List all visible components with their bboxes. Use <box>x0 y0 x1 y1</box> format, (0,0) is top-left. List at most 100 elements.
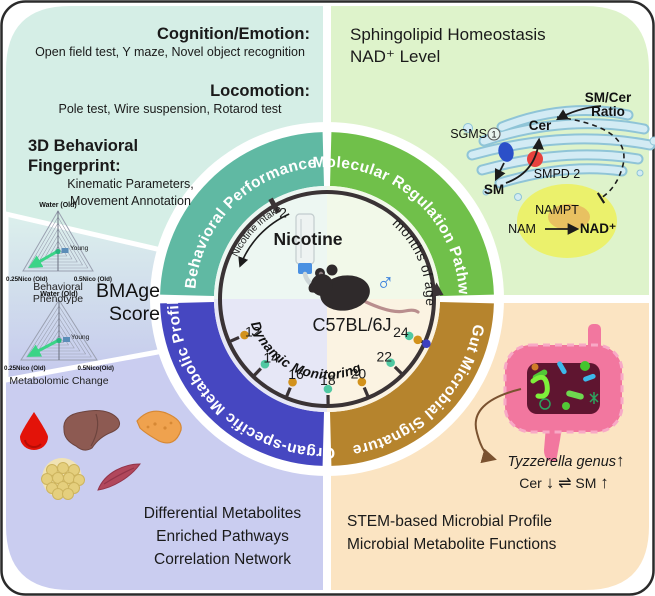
radar1-axis-right: 0.5Nico (Old) <box>74 276 112 283</box>
sgms-number: 1 <box>491 130 496 140</box>
bmage-line-2: Score <box>109 303 160 325</box>
fingerprint-heading: 3D Behavioral Fingerprint: <box>28 137 139 175</box>
sm-text: SM <box>575 475 597 491</box>
muscle-icon <box>97 463 141 491</box>
bmage-score-title: BMAge Score <box>92 280 160 326</box>
month-label: 18 <box>320 372 336 388</box>
fingerprint-body-2: Movement Annotation <box>70 194 191 208</box>
locomotion-block: Locomotion: Pole test, Wire suspension, … <box>30 81 310 118</box>
microbial-summary-block: STEM-based Microbial Profile Microbial M… <box>347 510 556 556</box>
radar2-caption: Metabolomic Change <box>9 375 109 387</box>
male-symbol-icon: ♂ <box>376 268 395 296</box>
month-tick <box>393 365 405 377</box>
summary-line-2: Enriched Pathways <box>156 528 289 545</box>
month-label: 14 <box>263 350 279 366</box>
month-label: 20 <box>351 366 367 382</box>
cer-label: Cer <box>529 118 552 133</box>
tyzzerella-line: Tyzzerella genus↑ <box>496 451 636 471</box>
timeline-arrowhead-icon <box>429 282 444 297</box>
inner-quadrant-tr <box>327 186 440 299</box>
nicotine-intake-arrow-icon <box>238 213 290 268</box>
nampt-label: NAMPT <box>535 203 579 217</box>
radar2-axis-top: Water (Old) <box>40 291 77 298</box>
up-arrow-icon-2: ↑ <box>600 473 609 492</box>
strain-label: C57BL/6J <box>312 315 392 335</box>
radar1-axis-left: 0.25Nico (Old) <box>6 276 48 283</box>
nad-cell-icon <box>517 184 617 258</box>
sgms-label: SGMS <box>450 127 487 141</box>
inhibition-tee-icon <box>596 192 606 204</box>
sm-cer-ratio-label-1: SM/Cer <box>585 90 632 105</box>
blood-drop-icon <box>20 412 48 450</box>
arc-gut-microbial <box>330 302 494 466</box>
sampling-dot-orange <box>413 335 423 345</box>
sgms-number-circle-icon <box>487 127 501 141</box>
sphingolipid-heading-1: Sphingolipid Homeostasis <box>350 25 546 44</box>
month-tick <box>251 367 262 378</box>
month-tick <box>268 197 281 214</box>
month-tick <box>362 386 371 399</box>
nad-label: NAD⁺ <box>580 221 616 236</box>
sm-label: SM <box>484 182 504 197</box>
sampling-dot-orange <box>240 330 249 340</box>
fingerprint-body-1: Kinematic Parameters, <box>67 177 194 191</box>
month-label: 12 <box>245 323 261 339</box>
sampling-dot-teal <box>404 331 414 341</box>
month-tick <box>284 387 292 399</box>
up-arrow-icon: ↑ <box>616 451 625 470</box>
cer-to-sm-arrow-icon <box>494 162 506 182</box>
radar2-axis-left: 0.25Nico (Old) <box>4 365 46 372</box>
month-label: 24 <box>393 324 409 340</box>
smpd2-label: SMPD 2 <box>534 167 581 181</box>
arc-molecular-regulation <box>330 132 494 296</box>
sampling-dot-orange <box>357 377 367 387</box>
sphingolipid-heading-block: Sphingolipid Homeostasis NAD⁺ Level <box>350 24 546 68</box>
cognition-body: Open field test, Y maze, Novel object re… <box>35 45 305 59</box>
sm-to-cer-arrow-icon <box>505 137 544 184</box>
radar-trend-arrow-icon <box>26 338 60 357</box>
summary-line-3: Correlation Network <box>154 551 291 568</box>
pancreas-icon <box>136 410 182 444</box>
nicotine-label: Nicotine <box>273 229 343 249</box>
radar2-annotations: Water (Old) 0.25Nico (Old) 0.5Nico(Old) … <box>4 291 114 372</box>
month-tick <box>227 335 240 344</box>
nam-label: NAM <box>508 222 536 236</box>
sgms1-enzyme-icon <box>498 142 514 162</box>
harpoons-icon: ⇌ <box>558 475 572 492</box>
cognition-block: Cognition/Emotion: Open field test, Y ma… <box>30 24 310 61</box>
radar1-annotations: Water (Old) 0.25Nico (Old) 0.5Nico (Old)… <box>6 202 112 283</box>
microbial-line-2: Microbial Metabolite Functions <box>347 536 557 553</box>
sampling-dot-blue <box>422 339 431 348</box>
locomotion-heading: Locomotion: <box>210 82 310 100</box>
month-label: 2 <box>279 205 287 221</box>
radar1-caption: Behavioral Phenotype <box>32 281 84 305</box>
sampling-dot-teal <box>323 384 333 394</box>
locomotion-body: Pole test, Wire suspension, Rotarod test <box>58 102 282 116</box>
radar2-axis-right: 0.5Nico(Old) <box>78 365 114 372</box>
intestine-icon <box>503 324 624 462</box>
gut-bacteria-icons <box>530 361 599 410</box>
inner-quadrant-bl <box>214 299 327 412</box>
microbial-line-1: STEM-based Microbial Profile <box>347 513 553 530</box>
fat-tissue-icon <box>41 458 85 500</box>
sampling-dot-teal <box>386 358 395 367</box>
cer-sm-line: Cer ↓ ⇌ SM ↑ <box>500 473 628 493</box>
inner-quadrant-br <box>327 299 440 412</box>
month-label: 16 <box>288 366 304 382</box>
radar1-young-label: Young <box>70 245 89 252</box>
tyzzerella-label: Tyzzerella genus <box>507 454 617 470</box>
radar2-young-label: Young <box>71 334 90 341</box>
month-label: 22 <box>376 348 392 364</box>
arc-organ-metabolic <box>160 302 324 466</box>
sampling-dot-orange <box>288 377 297 387</box>
summary-line-1: Differential Metabolites <box>143 505 302 522</box>
sm-cer-ratio-label-2: Ratio <box>591 104 625 119</box>
radar-chart-metabolomic <box>20 299 98 361</box>
cer-inhibition-dashed-icon <box>556 116 625 199</box>
radar-trend-arrow-icon <box>28 249 59 268</box>
gut-to-text-arrow-icon <box>474 388 522 464</box>
cognition-heading: Cognition/Emotion: <box>156 25 310 43</box>
arc-behavioral-performance <box>160 132 324 296</box>
